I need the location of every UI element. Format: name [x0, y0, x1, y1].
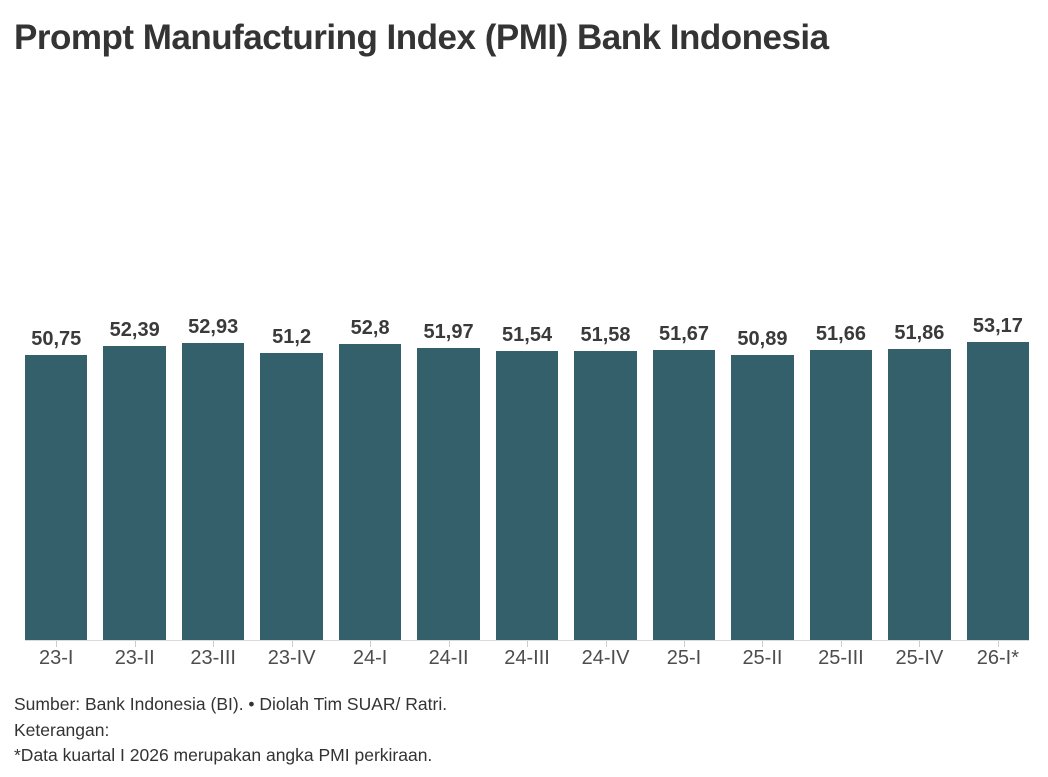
- axis-tick: [134, 641, 136, 647]
- x-axis-label: 24-I: [352, 647, 388, 669]
- bar: [652, 350, 716, 640]
- bar-value-label: 51,67: [658, 323, 710, 346]
- bar-value-label: 51,66: [815, 323, 866, 346]
- bar-value-label: 51,97: [423, 321, 474, 344]
- bar-column: 50,75: [25, 100, 88, 647]
- x-axis-label: 26-I*: [976, 647, 1019, 669]
- x-axis-label: 25-II: [742, 647, 783, 669]
- x-axis-label: 23-I: [39, 647, 74, 669]
- bar-column: 51,2: [260, 100, 323, 647]
- bar: [260, 352, 323, 640]
- axis-tick: [448, 641, 450, 647]
- bar-column: 51,86: [888, 100, 951, 647]
- bar-chart-plot-area: 50,75 52,39 52,93 51,2 52,8 51,97 51,54 51,58 51…: [25, 100, 1030, 647]
- bar-column: 51,66: [809, 100, 873, 647]
- axis-tick: [56, 641, 58, 647]
- bar-value-label: 52,39: [109, 319, 160, 342]
- x-axis-label: 25-IV: [895, 647, 944, 669]
- bar-column: 51,54: [495, 100, 559, 647]
- chart-title: Prompt Manufacturing Index (PMI) Bank In…: [14, 18, 829, 57]
- bar-value-label: 51,54: [502, 323, 553, 346]
- bar-column: 51,67: [652, 100, 716, 647]
- bar-value-label: 51,86: [894, 322, 945, 345]
- axis-tick: [213, 641, 215, 647]
- bar-column: 52,93: [181, 100, 245, 647]
- axis-tick: [683, 641, 685, 647]
- footer-note-label: Keterangan:: [14, 719, 110, 740]
- bar: [809, 350, 873, 640]
- bar-column: 50,89: [731, 100, 794, 647]
- bar-value-label: 52,8: [350, 316, 390, 339]
- bar: [574, 350, 637, 640]
- axis-tick: [919, 641, 921, 647]
- bar-value-label: 53,17: [972, 314, 1023, 337]
- bar-column: 53,17: [966, 100, 1030, 647]
- axis-tick: [762, 641, 764, 647]
- axis-tick: [840, 641, 842, 647]
- x-axis-label: 24-II: [428, 647, 469, 669]
- axis-tick: [291, 641, 293, 647]
- bar: [25, 355, 88, 640]
- footer-source: Sumber: Bank Indonesia (BI). • Diolah Ti…: [14, 694, 448, 714]
- axis-tick: [605, 641, 607, 647]
- bar: [966, 341, 1030, 640]
- bar-column: 51,97: [417, 100, 480, 647]
- bar: [103, 346, 166, 640]
- bar-value-label: 50,75: [31, 328, 82, 351]
- bar: [417, 348, 480, 640]
- bar: [181, 343, 245, 640]
- footer-note: *Data kuartal I 2026 merupakan angka PMI…: [14, 745, 433, 765]
- bar: [338, 343, 402, 640]
- x-axis-label: 23-IV: [267, 647, 316, 669]
- axis-tick: [997, 641, 999, 647]
- x-axis-label: 25-I: [666, 647, 702, 669]
- x-axis-label: 24-IV: [581, 647, 630, 669]
- x-axis-label: 24-III: [504, 647, 550, 669]
- bar-column: 52,8: [338, 100, 402, 647]
- x-axis-label: 23-II: [114, 647, 155, 669]
- x-axis: 23-I 23-II 23-III 23-IV 24-I 24-II 24-III 24-IV…: [25, 647, 1029, 670]
- axis-tick: [527, 641, 529, 647]
- axis-tick: [370, 641, 372, 647]
- bar-value-label: 50,89: [737, 327, 788, 350]
- bar: [888, 349, 951, 640]
- bar-column: 52,39: [103, 100, 166, 647]
- bar: [731, 354, 794, 640]
- bar-value-label: 51,2: [272, 325, 312, 348]
- x-axis-label: 25-III: [818, 647, 864, 669]
- bar-column: 51,58: [574, 100, 637, 647]
- bar-value-label: 51,58: [580, 323, 631, 346]
- bar: [495, 350, 559, 640]
- chart-footer: Sumber: Bank Indonesia (BI). • Diolah Ti…: [14, 692, 447, 769]
- bar-value-label: 52,93: [188, 316, 239, 339]
- x-axis-label: 23-III: [190, 647, 236, 669]
